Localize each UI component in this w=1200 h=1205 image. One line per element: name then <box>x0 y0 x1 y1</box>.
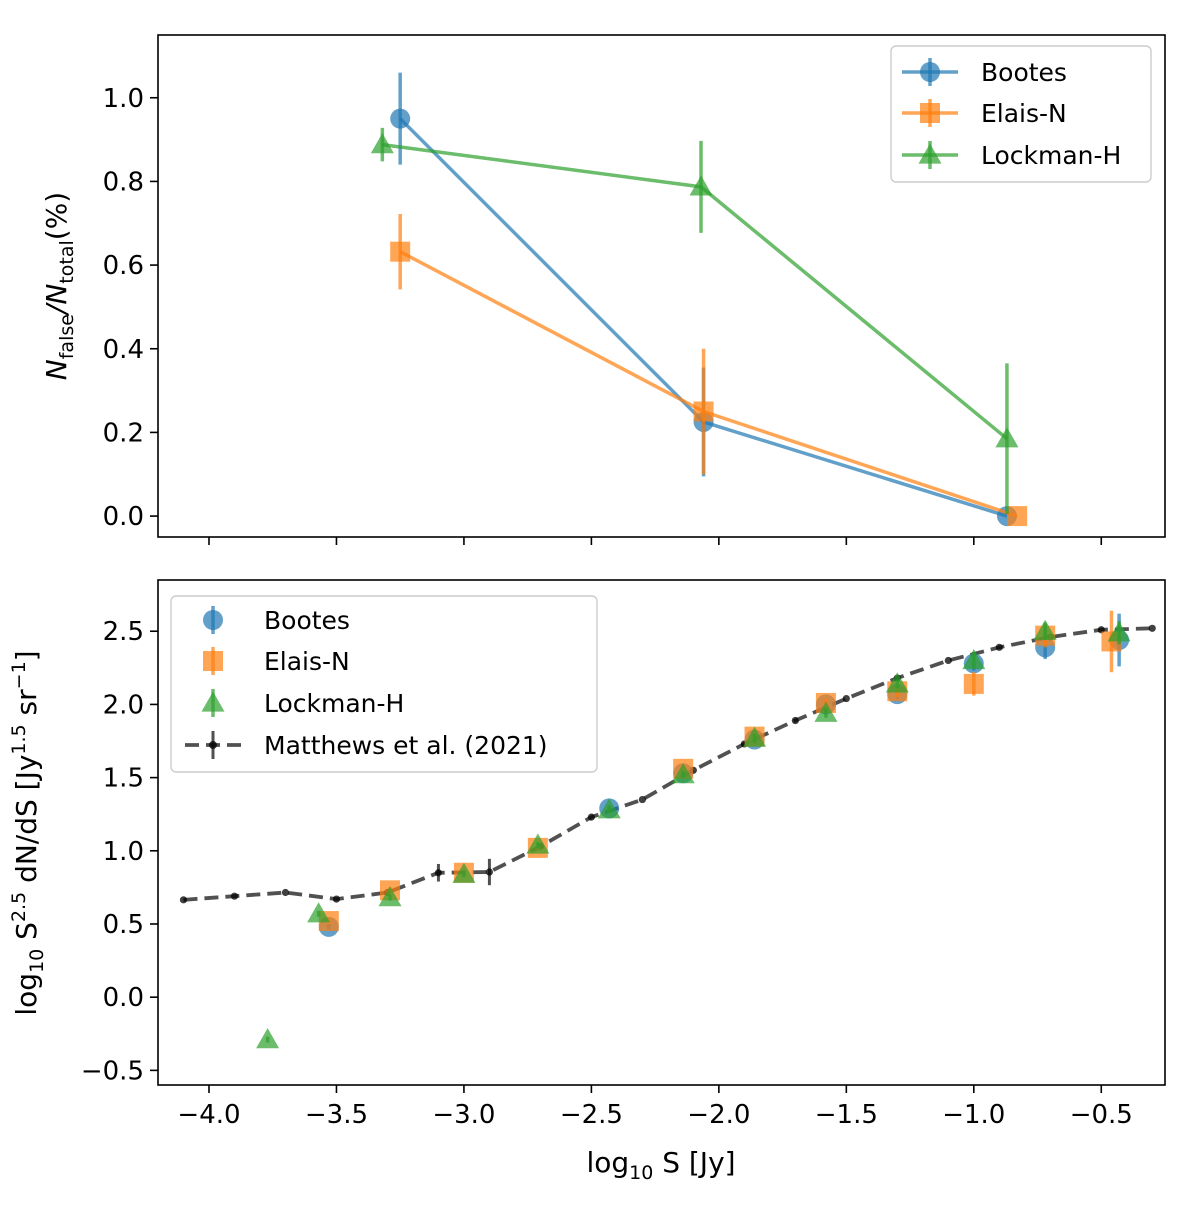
bottom-point-matthews <box>485 868 494 876</box>
bottom-point-matthews <box>944 656 952 665</box>
top-x-ticks <box>208 537 1103 545</box>
bottom-x-tick-label: −1.0 <box>942 1100 1005 1130</box>
top-legend-marker-lockman-h <box>918 143 942 164</box>
bottom-x-tick-label: −3.0 <box>432 1100 495 1130</box>
top-y-ticks: 0.0 0.2 0.4 0.6 0.8 1.0 <box>103 84 158 532</box>
top-y-tick-label: 1.0 <box>103 84 144 114</box>
bottom-point-matthews <box>587 813 595 821</box>
top-axes-frame <box>157 34 1166 538</box>
bottom-plot-area <box>179 610 1156 1049</box>
bottom-point-lockman-h <box>256 1028 280 1049</box>
top-plot-area <box>370 72 1028 527</box>
bottom-point-lockman-h <box>1033 619 1057 640</box>
bottom-x-tick-label: −2.5 <box>560 1100 623 1130</box>
top-line-elais-n <box>399 250 1018 518</box>
bottom-point-lockman-h <box>962 649 986 670</box>
bottom-legend-marker-bootes <box>203 610 223 630</box>
bottom-point-lockman-h <box>452 862 476 883</box>
top-y-tick-label: 0.6 <box>103 251 144 281</box>
top-panel: 0.0 0.2 0.4 0.6 0.8 1.0 Nfalse/Ntotal(%) Boot… <box>40 34 1166 545</box>
top-series-elais-n <box>390 214 1028 527</box>
bottom-point-lockman-h <box>597 798 621 819</box>
bottom-point-matthews <box>332 895 341 903</box>
top-legend: Bootes Elais-N Lockman-H <box>890 45 1152 183</box>
bottom-x-ticks: −4.0 −3.5 −3.0 −2.5 −2.0 −1.5 −1.0 −0.5 <box>177 1085 1133 1130</box>
bottom-point-lockman-h <box>307 902 331 923</box>
top-legend-label-elais-n: Elais-N <box>981 99 1067 128</box>
bottom-point-matthews <box>638 795 646 804</box>
top-legend-marker-elais-n <box>920 103 940 123</box>
top-point-lockman-h <box>689 175 713 196</box>
bottom-y-ticks: −0.5 0.0 0.5 1.0 1.5 2.0 2.5 <box>81 617 158 1086</box>
top-y-tick-label: 0.4 <box>103 335 144 365</box>
bottom-legend-marker-elais-n <box>203 651 223 671</box>
top-point-bootes <box>390 108 411 129</box>
bottom-legend-entry-lockman-h: Lockman-H <box>201 689 404 718</box>
bottom-legend-label-elais-n: Elais-N <box>264 647 350 676</box>
top-legend-entry-lockman-h: Lockman-H <box>902 141 1121 170</box>
bottom-legend-entry-matthews: Matthews et al. (2021) <box>185 731 548 760</box>
bottom-legend-label-bootes: Bootes <box>264 606 350 635</box>
bottom-legend-label-matthews: Matthews et al. (2021) <box>264 731 548 760</box>
top-point-elais-n <box>1007 506 1028 527</box>
bottom-y-tick-label: 0.0 <box>103 983 144 1013</box>
bottom-point-matthews <box>1148 624 1156 632</box>
bottom-y-axis-label: log10 S2.5 dN/dS [Jy1.5 sr−1] <box>8 650 48 1015</box>
bottom-x-tick-label: −3.5 <box>305 1100 368 1130</box>
bottom-x-tick-label: −4.0 <box>177 1100 240 1130</box>
top-point-lockman-h <box>995 427 1019 448</box>
bottom-y-tick-label: 1.0 <box>103 837 144 867</box>
bottom-series-lockman-h <box>256 619 1131 1049</box>
top-y-tick-label: 0.2 <box>103 418 144 448</box>
bottom-y-tick-label: 2.0 <box>103 690 144 720</box>
bottom-x-axis-label: log10 S [Jy] <box>586 1146 735 1184</box>
bottom-x-tick-label: −0.5 <box>1070 1100 1133 1130</box>
bottom-line-matthews <box>183 626 1153 902</box>
bottom-legend-marker-matthews <box>209 741 217 749</box>
bottom-point-elais-n <box>963 673 984 694</box>
bottom-legend-label-lockman-h: Lockman-H <box>264 689 404 718</box>
bottom-legend-entry-bootes: Bootes <box>203 606 350 635</box>
bottom-legend-box <box>170 595 598 773</box>
bottom-point-lockman-h <box>671 763 695 784</box>
bottom-point-matthews <box>434 869 443 877</box>
bottom-point-lockman-h <box>526 833 550 854</box>
top-point-elais-n <box>693 401 714 422</box>
bottom-y-tick-label: −0.5 <box>81 1056 144 1086</box>
bottom-point-lockman-h <box>1107 621 1131 642</box>
top-series-lockman-h <box>370 127 1019 514</box>
top-point-elais-n <box>390 241 411 262</box>
bottom-axes-frame <box>157 579 1166 1086</box>
bottom-y-tick-label: 0.5 <box>103 910 144 940</box>
bottom-y-tick-label: 1.5 <box>103 764 144 794</box>
bottom-point-matthews <box>842 694 850 703</box>
bottom-panel: −4.0 −3.5 −3.0 −2.5 −2.0 −1.5 −1.0 −0.5 −0.5 0.0… <box>8 579 1166 1184</box>
bottom-legend: Bootes Elais-N Lockman-H Matthews et al.… <box>170 595 598 773</box>
top-legend-entry-bootes: Bootes <box>902 58 1067 87</box>
top-legend-label-lockman-h: Lockman-H <box>981 141 1121 170</box>
bottom-point-lockman-h <box>378 886 402 907</box>
bottom-legend-marker-lockman-h <box>201 691 225 712</box>
bottom-point-lockman-h <box>885 672 909 693</box>
bottom-point-lockman-h <box>743 726 767 747</box>
bottom-point-matthews <box>281 888 290 897</box>
bottom-point-matthews <box>179 896 188 904</box>
top-legend-box <box>890 45 1152 183</box>
top-point-lockman-h <box>370 133 394 154</box>
top-legend-label-bootes: Bootes <box>981 58 1067 87</box>
bottom-y-tick-label: 2.5 <box>103 617 144 647</box>
top-y-axis-label: Nfalse/Ntotal(%) <box>40 192 78 380</box>
bottom-legend-entry-elais-n: Elais-N <box>203 647 350 676</box>
bottom-point-lockman-h <box>814 701 838 722</box>
bottom-x-tick-label: −1.5 <box>815 1100 878 1130</box>
top-y-tick-label: 0.8 <box>103 167 144 197</box>
bottom-x-tick-label: −2.0 <box>687 1100 750 1130</box>
bottom-point-matthews <box>995 643 1003 651</box>
top-y-tick-label: 0.0 <box>103 502 144 532</box>
bottom-point-matthews <box>230 892 239 900</box>
top-legend-marker-bootes <box>920 62 940 82</box>
top-legend-entry-elais-n: Elais-N <box>902 99 1067 128</box>
bottom-point-matthews <box>791 716 799 725</box>
